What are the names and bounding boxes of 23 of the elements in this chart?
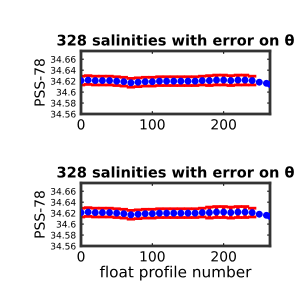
y-tick-label: 34.64	[50, 66, 76, 74]
y-tick-label: 34.58	[50, 232, 76, 239]
y-tick-label: 34.62	[50, 210, 76, 217]
y-tick-label: 34.66	[50, 188, 76, 195]
y-tick-label: 34.64	[50, 198, 76, 206]
y-tick-label: 34.58	[50, 100, 76, 107]
x-tick-label: 0	[77, 119, 84, 130]
chart-title: 328 salinities with error on θ	[57, 34, 294, 46]
x-tick-label: 100	[140, 251, 165, 262]
x-axis-title: float profile number	[100, 266, 252, 280]
y-axis-title: PSS-78	[34, 59, 45, 106]
x-tick-label: 200	[211, 251, 236, 262]
y-axis-title: PSS-78	[34, 191, 45, 238]
y-tick-label: 34.62	[50, 78, 76, 85]
x-tick-label: 100	[140, 119, 165, 130]
x-tick-label: 200	[211, 119, 236, 130]
y-tick-label: 34.6	[56, 88, 76, 96]
y-tick-label: 34.6	[56, 220, 76, 228]
y-tick-label: 34.56	[50, 110, 76, 118]
x-tick-label: 0	[77, 251, 84, 262]
chart-title: 328 salinities with error on θ	[57, 166, 294, 178]
y-tick-label: 34.56	[50, 242, 76, 250]
y-tick-label: 34.66	[50, 56, 76, 63]
